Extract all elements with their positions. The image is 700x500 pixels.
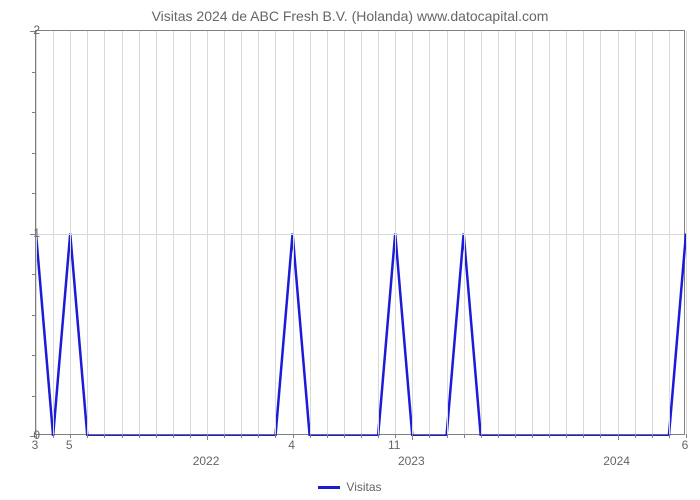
xminor xyxy=(498,434,499,438)
xminor xyxy=(327,434,328,438)
legend: Visitas xyxy=(0,479,700,494)
xminor xyxy=(464,434,465,438)
grid-v xyxy=(139,31,140,434)
chart-title: Visitas 2024 de ABC Fresh B.V. (Holanda)… xyxy=(0,0,700,24)
plot-area xyxy=(35,30,685,435)
grid-v xyxy=(104,31,105,434)
xminor xyxy=(635,434,636,438)
xminor xyxy=(241,434,242,438)
legend-label: Visitas xyxy=(346,480,381,494)
ylabel: 1 xyxy=(33,226,40,240)
grid-v xyxy=(395,31,396,434)
grid-v xyxy=(378,31,379,434)
xminor xyxy=(361,434,362,438)
grid-v xyxy=(293,31,294,434)
grid-v xyxy=(652,31,653,434)
grid-h xyxy=(36,234,684,235)
xminor xyxy=(378,434,379,438)
xminor xyxy=(583,434,584,438)
xminor xyxy=(310,434,311,438)
grid-v xyxy=(618,31,619,434)
xtick xyxy=(412,434,413,440)
xminor xyxy=(139,434,140,438)
grid-v xyxy=(156,31,157,434)
grid-v xyxy=(515,31,516,434)
x-value-label: 4 xyxy=(288,438,295,452)
x-value-label: 6 xyxy=(682,438,689,452)
grid-v xyxy=(583,31,584,434)
xtick xyxy=(618,434,619,440)
chart-wrap: 354116202220232024 xyxy=(35,30,685,435)
grid-v xyxy=(224,31,225,434)
grid-v xyxy=(498,31,499,434)
grid-v xyxy=(635,31,636,434)
grid-v xyxy=(275,31,276,434)
xminor xyxy=(669,434,670,438)
grid-v xyxy=(429,31,430,434)
xminor xyxy=(532,434,533,438)
xminor xyxy=(104,434,105,438)
xminor xyxy=(447,434,448,438)
xminor xyxy=(87,434,88,438)
xminor xyxy=(275,434,276,438)
legend-swatch xyxy=(318,486,340,489)
grid-v xyxy=(327,31,328,434)
grid-v xyxy=(310,31,311,434)
grid-v xyxy=(122,31,123,434)
grid-v xyxy=(686,31,687,434)
grid-v xyxy=(53,31,54,434)
xminor xyxy=(122,434,123,438)
grid-v xyxy=(361,31,362,434)
grid-v xyxy=(344,31,345,434)
x-year-label: 2024 xyxy=(603,454,630,468)
xminor xyxy=(652,434,653,438)
grid-v xyxy=(70,31,71,434)
xminor xyxy=(173,434,174,438)
grid-v xyxy=(566,31,567,434)
xminor xyxy=(224,434,225,438)
xminor xyxy=(600,434,601,438)
grid-v xyxy=(600,31,601,434)
grid-v xyxy=(669,31,670,434)
grid-v xyxy=(532,31,533,434)
xminor xyxy=(429,434,430,438)
x-value-label: 5 xyxy=(66,438,73,452)
xtick xyxy=(207,434,208,440)
grid-v xyxy=(173,31,174,434)
xminor xyxy=(344,434,345,438)
ylabel: 0 xyxy=(33,428,40,442)
grid-v xyxy=(481,31,482,434)
xminor xyxy=(258,434,259,438)
grid-v xyxy=(412,31,413,434)
grid-v xyxy=(241,31,242,434)
xminor xyxy=(481,434,482,438)
grid-v xyxy=(549,31,550,434)
ylabel: 2 xyxy=(33,23,40,37)
xminor xyxy=(190,434,191,438)
xminor xyxy=(53,434,54,438)
x-value-label: 11 xyxy=(388,438,400,452)
grid-v xyxy=(258,31,259,434)
xminor xyxy=(156,434,157,438)
grid-v xyxy=(87,31,88,434)
xminor xyxy=(566,434,567,438)
grid-v xyxy=(447,31,448,434)
grid-v xyxy=(464,31,465,434)
grid-v xyxy=(190,31,191,434)
xminor xyxy=(549,434,550,438)
x-year-label: 2023 xyxy=(398,454,425,468)
grid-v xyxy=(207,31,208,434)
x-year-label: 2022 xyxy=(193,454,220,468)
xminor xyxy=(515,434,516,438)
